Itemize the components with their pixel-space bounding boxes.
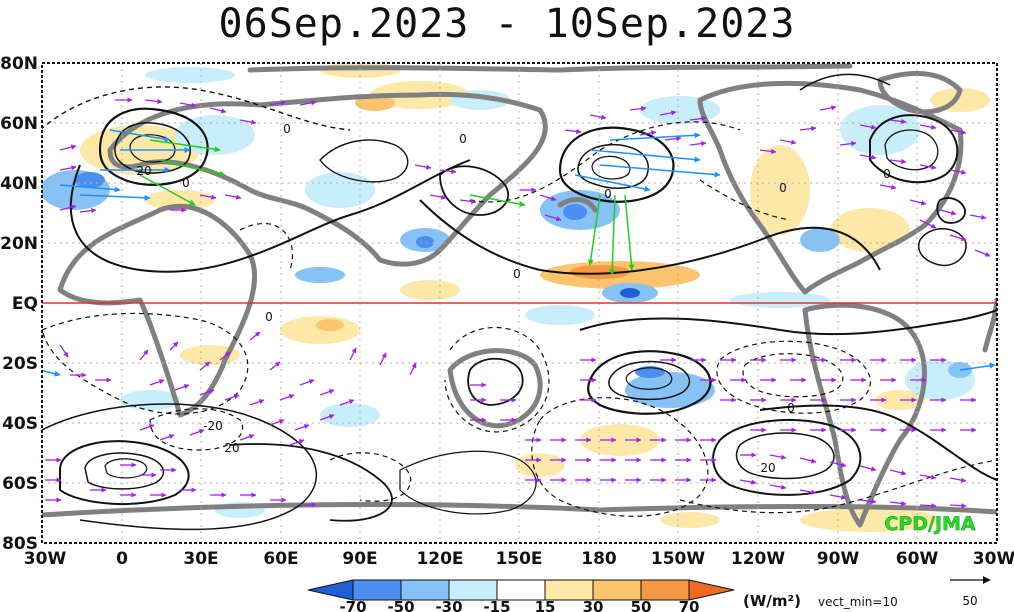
latitude-labels: 80N 60N 40N 20N EQ 20S 40S 60S 80S [0, 54, 38, 554]
lon-label: 60E [263, 549, 298, 569]
lon-label: 30E [183, 549, 218, 569]
colorbar-segment [400, 579, 450, 601]
contour-label: 0 [883, 167, 891, 181]
colorbar-segment [448, 579, 498, 601]
lat-label: 80N [0, 54, 38, 74]
lon-label: 180 [581, 549, 617, 569]
colorbar-segment [592, 579, 642, 601]
contours [42, 73, 997, 531]
contour-label: 20 [760, 461, 775, 475]
lon-label: 30W [24, 549, 67, 569]
lon-label: 90E [342, 549, 377, 569]
longitude-labels: 30W 0 30E 60E 90E 120E 150E 180 150W 120… [24, 549, 1014, 569]
lon-label: 30W [973, 549, 1014, 569]
colorbar-tick: -50 [387, 598, 414, 612]
colorbar-segment [496, 579, 546, 601]
contour-label: 0 [459, 132, 467, 146]
contour-label: 0 [265, 310, 273, 324]
coastlines [42, 63, 997, 528]
lat-label: 20N [0, 234, 38, 254]
colorbar-tick: 30 [583, 598, 604, 612]
colorbar-unit: (W/m²) [743, 592, 801, 610]
colorbar-tick: 70 [679, 598, 700, 612]
lon-label: 90W [817, 549, 860, 569]
lat-label: 80S [2, 534, 38, 554]
lat-label: 60S [2, 474, 38, 494]
contour-labels: 0 0 0 0 0 0 0 0 0 20 20 20 -20 [136, 122, 890, 475]
colorbar-tick: -70 [339, 598, 366, 612]
colorbar-segment [688, 579, 735, 601]
lon-label: 60W [896, 549, 939, 569]
colorbar-tick: -30 [435, 598, 462, 612]
lat-label: 40S [2, 414, 38, 434]
contour-label: 0 [513, 267, 521, 281]
reference-value: 50 [962, 594, 977, 608]
contour-label: 0 [182, 176, 190, 190]
colorbar-tick: -15 [483, 598, 510, 612]
lat-label: EQ [12, 294, 38, 314]
colorbar-tick: 50 [631, 598, 652, 612]
colorbar-segment [640, 579, 690, 601]
contour-label: -20 [203, 419, 223, 433]
lon-label: 120E [416, 549, 463, 569]
contour-label: 0 [283, 122, 291, 136]
contour-label: 0 [604, 187, 612, 201]
contour-label: 20 [136, 164, 151, 178]
lat-label: 40N [0, 174, 38, 194]
lon-label: 0 [116, 549, 128, 569]
colorbar-segment [544, 579, 594, 601]
reference-vector: 50 [950, 576, 991, 608]
colorbar-tick: 15 [535, 598, 556, 612]
lat-label: 60N [0, 114, 38, 134]
green-vectors [139, 139, 635, 276]
lon-label: 150E [495, 549, 542, 569]
lon-label: 150W [651, 549, 705, 569]
colorbar-segment [307, 579, 354, 601]
strong-vectors [42, 129, 996, 377]
credit-label: CPD/JMA [884, 513, 976, 535]
colorbar: -70 -50 -30 -15 15 30 50 70 (W/m²) vect_… [307, 579, 898, 612]
plot-frame [41, 62, 998, 544]
contour-label: 20 [224, 441, 239, 455]
map-title: 06Sep.2023 - 10Sep.2023 [218, 1, 796, 47]
flux-vectors [45, 97, 991, 509]
contour-label: 0 [787, 401, 795, 415]
contour-label: 0 [779, 181, 787, 195]
lon-label: 120W [731, 549, 785, 569]
vector-minimum: vect_min=10 [818, 595, 898, 609]
colorbar-segment [352, 579, 402, 601]
lat-label: 20S [2, 354, 38, 374]
